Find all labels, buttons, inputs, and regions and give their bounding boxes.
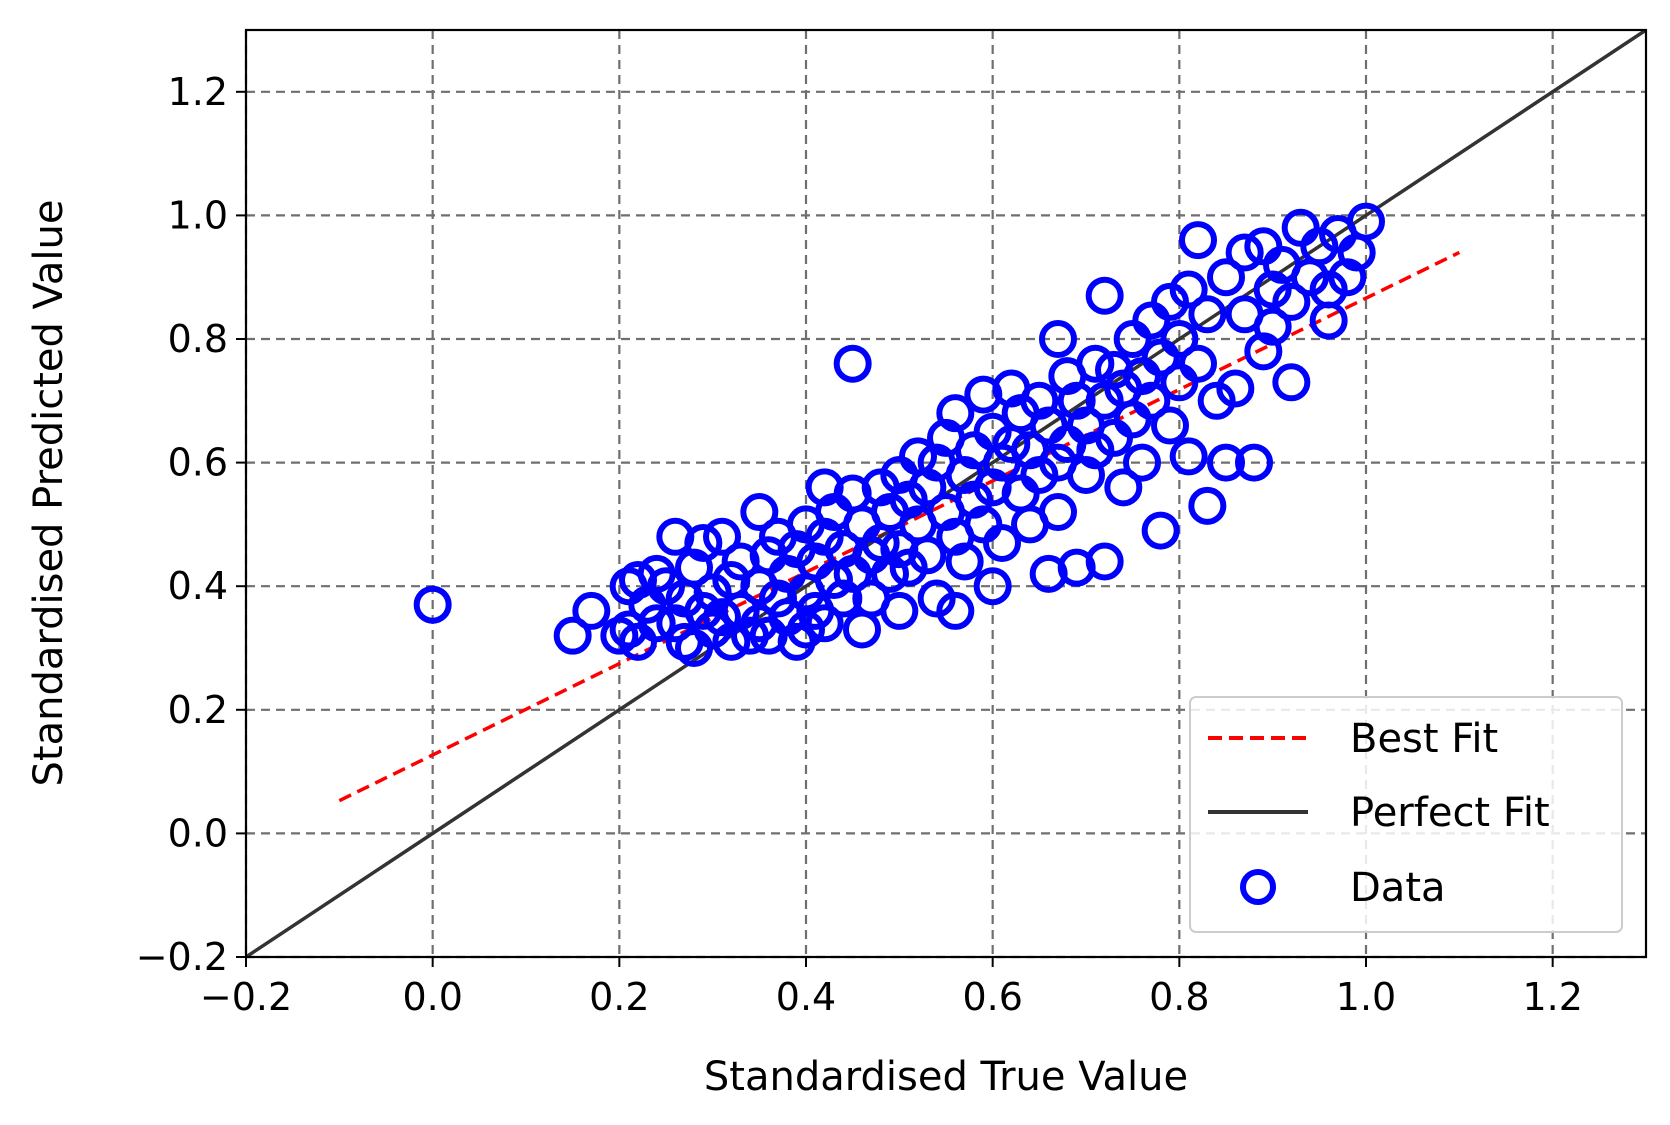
data-point (647, 567, 685, 606)
data-point (1300, 227, 1339, 266)
data-point (1207, 258, 1245, 297)
data-point (1347, 202, 1385, 241)
y-tick-label: 0.8 (168, 317, 228, 361)
data-point (1141, 511, 1180, 550)
data-point (721, 591, 760, 630)
data-point (945, 542, 984, 581)
data-point (1085, 276, 1124, 315)
data-point (805, 517, 844, 556)
data-point (880, 591, 919, 630)
legend-best-fit-label: Best Fit (1350, 716, 1498, 762)
data-point (1169, 437, 1208, 476)
data-point (572, 591, 611, 630)
y-tick-label: 0.0 (168, 811, 228, 855)
data-point (675, 548, 713, 587)
y-tick-label: 0.6 (168, 441, 228, 485)
data-point (1039, 493, 1077, 532)
x-tick-label: 0.8 (1149, 975, 1209, 1019)
data-point (1067, 455, 1105, 494)
data-point (917, 579, 956, 618)
data-point (1225, 233, 1264, 272)
legend-data-swatch (1240, 869, 1276, 905)
data-point (1253, 307, 1292, 346)
data-point (1132, 381, 1171, 420)
data-point (908, 536, 947, 575)
x-tick-label: 0.0 (402, 975, 462, 1019)
data-point (1085, 542, 1124, 581)
data-point (1188, 486, 1227, 525)
data-point (889, 548, 928, 587)
data-point (1104, 468, 1143, 507)
x-tick-label: 1.2 (1522, 975, 1582, 1019)
legend-box (1189, 696, 1623, 933)
x-tick-label: 0.4 (776, 975, 836, 1019)
y-tick-label: 1.2 (168, 70, 228, 114)
data-point (1179, 344, 1217, 383)
data-point (1188, 295, 1227, 334)
data-point (1272, 363, 1311, 402)
legend-data-label: Data (1350, 865, 1446, 911)
data-point (740, 493, 779, 532)
data-point (703, 598, 741, 637)
data-point (973, 567, 1012, 606)
data-point (637, 604, 676, 643)
data-point (908, 468, 947, 507)
data-point (1207, 443, 1245, 482)
data-point (955, 480, 993, 519)
data-point (693, 573, 732, 612)
data-point (1076, 431, 1115, 470)
data-point (1169, 270, 1208, 309)
data-point (1160, 320, 1199, 358)
y-tick-label: 1.0 (168, 193, 228, 237)
data-point (553, 616, 592, 655)
data-point (703, 517, 741, 556)
data-point (805, 604, 844, 643)
data-point (936, 591, 975, 630)
data-point (1235, 443, 1273, 482)
data-point (1253, 270, 1292, 309)
data-point (833, 344, 872, 383)
data-point (889, 480, 928, 519)
y-axis-label: Standardised Predicted Value (26, 200, 72, 787)
data-point (1123, 443, 1161, 482)
data-point (1020, 455, 1059, 494)
x-tick-label: 1.0 (1336, 975, 1396, 1019)
x-tick-label: 0.2 (589, 975, 649, 1019)
x-tick-label: 0.6 (962, 975, 1022, 1019)
data-point (1179, 221, 1217, 260)
axis-ticks: −0.2 0.0 0.2 0.4 0.6 0.8 1.0 1.2 −0.2 0.0 0.2 0.4 0.… (136, 70, 1583, 1019)
data-point (684, 591, 723, 630)
data-point (1076, 344, 1115, 383)
data-point (871, 554, 909, 593)
data-point (1216, 369, 1255, 408)
data-point (1057, 381, 1096, 420)
data-point (413, 585, 452, 624)
legend-perfect-fit-label: Perfect Fit (1350, 790, 1550, 836)
data-point (1272, 282, 1311, 321)
data-point (983, 523, 1021, 562)
data-point (1328, 258, 1367, 297)
data-point (936, 394, 975, 433)
data-point (1151, 406, 1189, 445)
data-point (787, 610, 825, 649)
data-point (684, 523, 723, 562)
data-point (1309, 270, 1348, 309)
data-point (1151, 282, 1189, 321)
x-tick-label: −0.2 (200, 975, 292, 1019)
x-axis-label: Standardised True Value (704, 1054, 1188, 1100)
y-tick-label: 0.2 (168, 688, 228, 732)
plot-frame (244, 28, 1648, 959)
data-point (1020, 381, 1059, 420)
data-point (824, 579, 863, 618)
data-point (1197, 381, 1236, 420)
data-points (413, 202, 1385, 667)
data-point (1244, 332, 1283, 371)
legend: Best Fit Perfect Fit Data (1189, 696, 1623, 933)
y-tick-label: −0.2 (136, 935, 228, 979)
y-tick-label: 0.4 (168, 564, 228, 608)
data-point (1039, 320, 1077, 358)
